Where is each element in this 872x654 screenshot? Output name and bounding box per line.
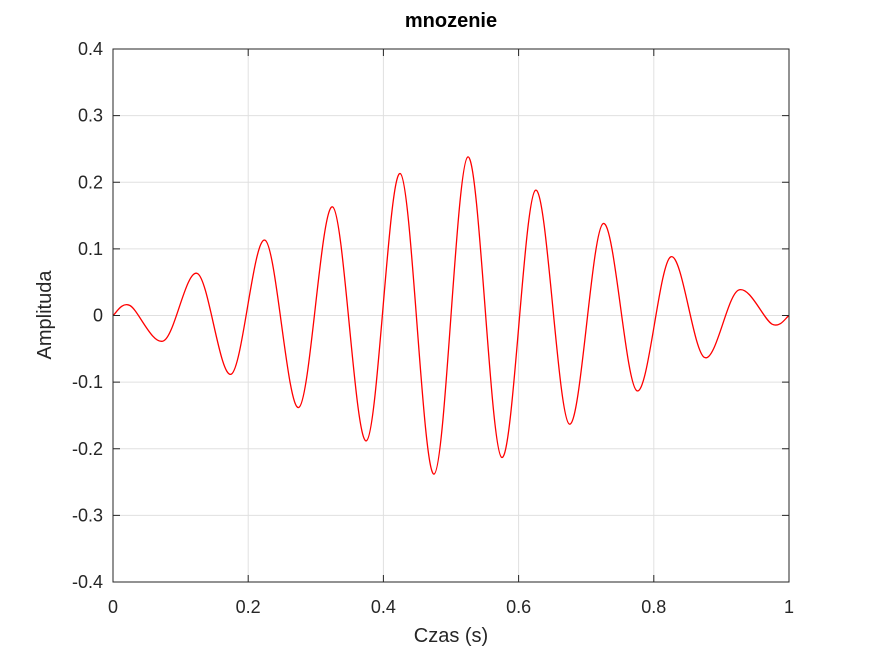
- y-tick-label: -0.2: [72, 439, 103, 459]
- y-tick-label: -0.3: [72, 505, 103, 525]
- y-tick-label: -0.1: [72, 372, 103, 392]
- series-layer: [112, 156, 790, 475]
- ticks: [112, 48, 790, 583]
- x-tick-label: 1: [784, 597, 794, 617]
- chart-title: mnozenie: [405, 10, 497, 32]
- x-tick-label: 0.8: [641, 597, 666, 617]
- x-tick-label: 0.2: [236, 597, 261, 617]
- x-tick-label: 0.6: [506, 597, 531, 617]
- y-tick-label: 0.1: [78, 239, 103, 259]
- y-tick-label: 0.2: [78, 172, 103, 192]
- y-tick-label: 0.4: [78, 39, 103, 59]
- y-tick-label: 0: [93, 306, 103, 326]
- y-axis-label: Amplituda: [34, 270, 56, 360]
- series-line: [112, 156, 790, 475]
- x-axis-label: Czas (s): [414, 625, 488, 647]
- y-tick-label: 0.3: [78, 106, 103, 126]
- tick-labels: 0 0.2 0.4 0.6 0.8 1 0.4 0.3 0.2 0.1 0 -0.1 -0.2 -0.3 -…: [72, 39, 794, 617]
- x-tick-label: 0.4: [371, 597, 396, 617]
- y-tick-label: -0.4: [72, 572, 103, 592]
- x-tick-label: 0: [108, 597, 118, 617]
